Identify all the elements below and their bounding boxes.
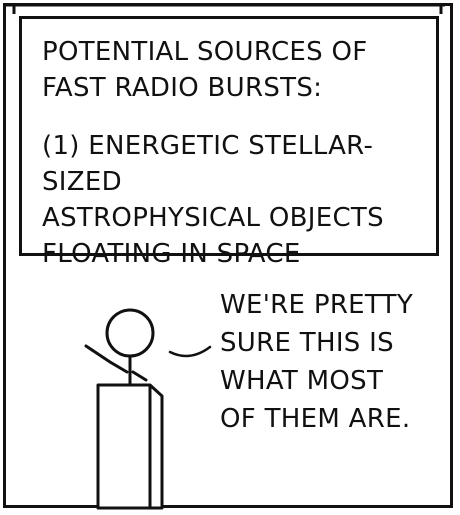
speech-text: WE'RE PRETTY SURE THIS IS WHAT MOST OF T… (220, 290, 414, 434)
podium-front (96, 383, 164, 510)
stick-figure (84, 308, 155, 387)
slide-list-item: (1) ENERGETIC STELLAR-SIZED ASTROPHYSICA… (42, 131, 384, 269)
presentation-slide: POTENTIAL SOURCES OF FAST RADIO BURSTS: … (19, 16, 439, 269)
figure-other-arm (131, 370, 148, 382)
podium (96, 383, 164, 510)
figure-hand (84, 344, 94, 352)
figure-pointing-arm (90, 348, 129, 374)
speech-line (168, 345, 212, 358)
slide-heading: POTENTIAL SOURCES OF FAST RADIO BURSTS: (42, 37, 368, 103)
figure-head (105, 308, 155, 358)
